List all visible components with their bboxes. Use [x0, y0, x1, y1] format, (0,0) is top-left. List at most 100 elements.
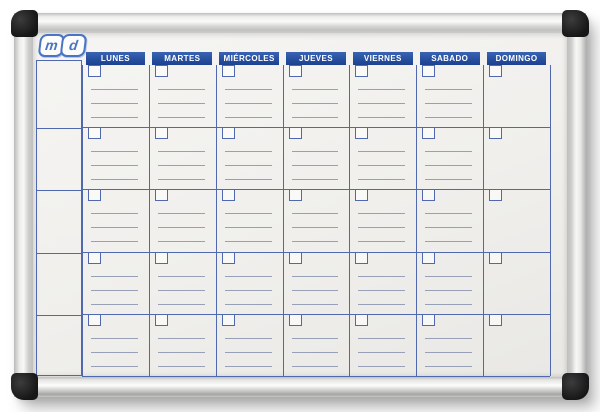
grid-hline	[82, 251, 550, 253]
date-box	[88, 127, 101, 140]
date-box	[422, 65, 436, 77]
writing-line	[224, 337, 272, 339]
writing-line	[425, 103, 473, 104]
writing-line	[91, 365, 138, 367]
writing-line	[91, 165, 138, 167]
grid-vline	[148, 65, 150, 376]
writing-line	[224, 275, 272, 277]
writing-line	[224, 241, 272, 243]
writing-line	[425, 165, 473, 167]
writing-line	[291, 275, 339, 277]
corner-cap-top-left	[11, 10, 38, 37]
date-box	[154, 189, 168, 202]
day-header-label: LUNES	[100, 54, 130, 63]
writing-line	[91, 289, 138, 291]
writing-line	[358, 365, 406, 367]
writing-line	[291, 241, 339, 243]
grid-vline	[416, 65, 418, 376]
writing-line	[425, 351, 473, 353]
corner-cap-top-right	[562, 10, 589, 37]
writing-line	[157, 227, 205, 229]
writing-line	[157, 303, 205, 305]
date-box	[154, 251, 168, 264]
date-box	[154, 313, 168, 326]
date-box	[355, 189, 369, 202]
writing-line	[358, 337, 406, 339]
writing-line	[425, 275, 473, 277]
writing-line	[157, 151, 205, 153]
writing-line	[91, 103, 138, 104]
date-box	[88, 189, 101, 202]
writing-line	[425, 179, 473, 181]
date-box	[422, 251, 436, 264]
date-box	[288, 251, 302, 264]
note-column-divider	[37, 128, 81, 130]
writing-line	[425, 213, 473, 215]
writing-line	[157, 337, 205, 339]
date-box	[489, 65, 503, 77]
note-column	[36, 60, 82, 376]
day-header-label: MARTES	[164, 54, 201, 63]
writing-line	[157, 117, 205, 118]
note-column-divider	[37, 190, 81, 192]
note-column-divider	[37, 252, 81, 254]
writing-line	[425, 89, 473, 90]
date-box	[422, 189, 436, 202]
date-box	[422, 127, 436, 140]
day-header-label: SABADO	[431, 54, 469, 63]
writing-line	[291, 103, 339, 104]
writing-line	[157, 89, 205, 90]
corner-cap-bottom-left	[11, 373, 38, 400]
writing-line	[157, 289, 205, 291]
writing-line	[157, 241, 205, 243]
day-header-label: MIÉRCOLES	[223, 54, 275, 63]
grid-hline	[82, 376, 550, 377]
writing-line	[425, 289, 473, 291]
writing-line	[358, 179, 406, 181]
writing-line	[224, 179, 272, 181]
date-box	[88, 313, 101, 326]
date-box	[489, 127, 503, 140]
writing-line	[157, 365, 205, 367]
writing-line	[358, 227, 406, 229]
date-box	[288, 189, 302, 202]
date-box	[288, 313, 302, 326]
frame-rail-left	[14, 13, 34, 397]
writing-line	[91, 151, 138, 153]
writing-line	[425, 151, 473, 153]
day-header-label: DOMINGO	[495, 54, 538, 63]
date-box	[221, 313, 235, 326]
writing-line	[224, 303, 272, 305]
day-header: SABADO	[419, 52, 480, 65]
note-column-divider	[37, 314, 81, 316]
writing-line	[91, 117, 138, 118]
writing-line	[157, 351, 205, 353]
writing-line	[224, 117, 272, 118]
date-box	[355, 127, 369, 140]
writing-line	[358, 103, 406, 104]
corner-cap-bottom-right	[562, 373, 589, 400]
writing-line	[291, 337, 339, 339]
date-box	[355, 65, 369, 77]
day-header: VIERNES	[352, 52, 413, 65]
writing-line	[358, 213, 406, 215]
writing-line	[425, 337, 473, 339]
date-box	[288, 65, 302, 77]
frame-rail-top	[14, 13, 586, 35]
writing-line	[224, 151, 272, 153]
grid-vline	[550, 65, 551, 376]
date-box	[489, 189, 503, 202]
date-box	[489, 313, 503, 326]
writing-line	[291, 89, 339, 90]
writing-line	[358, 303, 406, 305]
writing-line	[91, 241, 138, 243]
date-box	[221, 251, 235, 264]
date-box	[88, 65, 101, 77]
writing-line	[291, 351, 339, 353]
grid-vline	[483, 65, 485, 376]
date-box	[154, 127, 168, 140]
writing-line	[425, 117, 473, 118]
writing-line	[358, 165, 406, 167]
